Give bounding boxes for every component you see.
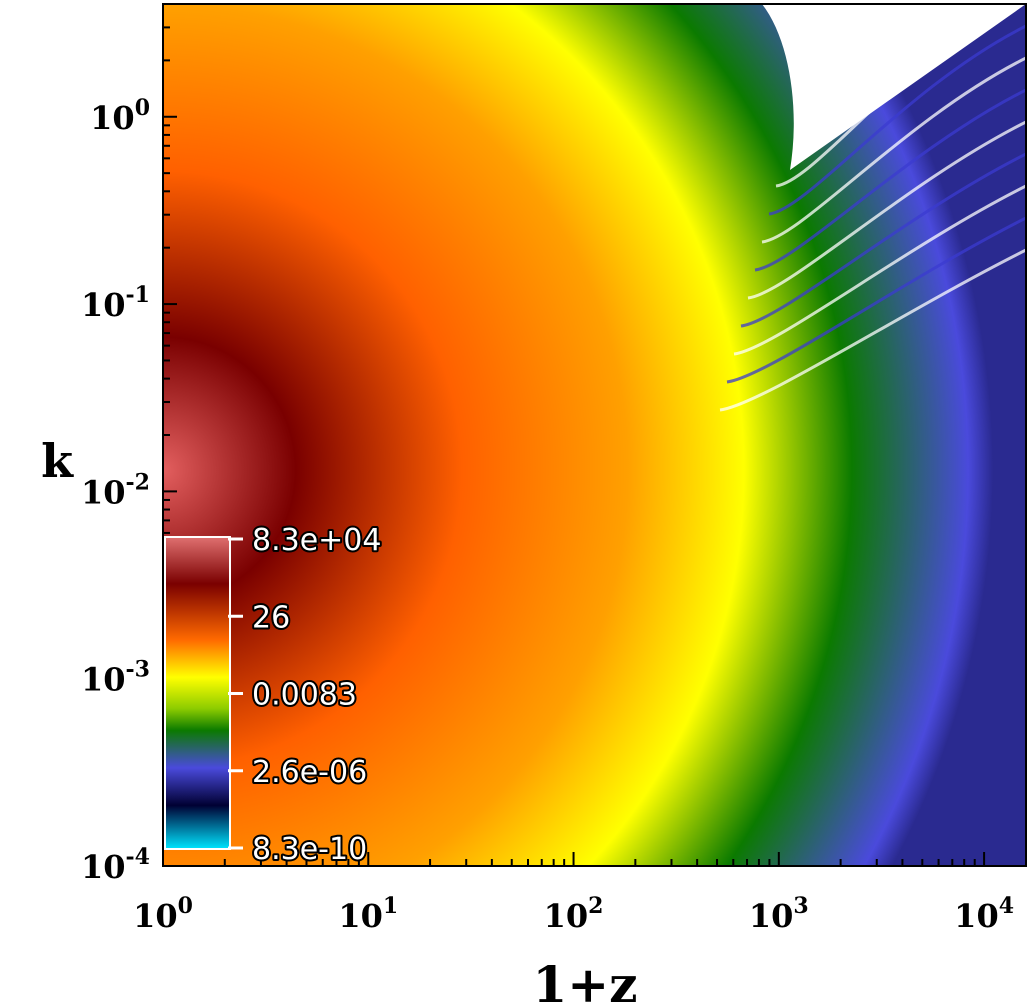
x-tick-label: 100 <box>133 893 193 935</box>
y-tick-label: 100 <box>90 95 150 137</box>
x-tick-label: 104 <box>954 893 1014 935</box>
oscillation-band <box>754 88 1026 272</box>
x-axis-title: 1+z <box>532 955 637 1006</box>
oscillation-band <box>747 120 1026 300</box>
colorbar-gradient <box>164 536 231 850</box>
y-tick-label: 10-2 <box>81 469 150 511</box>
oscillation-band <box>740 152 1026 328</box>
colorbar-tick-label: 26 <box>252 600 290 635</box>
colorbar-tick-label: 2.6e-06 <box>252 755 367 790</box>
y-axis-title: k <box>41 434 74 488</box>
y-tick-label: 10-3 <box>81 657 150 699</box>
high-k-void-region <box>762 4 1026 170</box>
oscillation-band <box>775 4 1011 188</box>
oscillation-band <box>719 248 1026 412</box>
colorbar: 8.3e+04 26 0.0083 2.6e-06 8.3e-10 <box>164 521 383 869</box>
x-tick-label: 101 <box>338 893 398 935</box>
colorbar-tick-label: 8.3e-10 <box>252 832 367 867</box>
oscillation-band <box>768 24 1026 216</box>
x-tick-label: 103 <box>749 893 809 935</box>
oscillation-band <box>733 184 1026 356</box>
acoustic-oscillation-bands <box>719 4 1026 412</box>
y-tick-label: 10-4 <box>81 844 150 886</box>
y-tick-label: 10-1 <box>81 282 150 324</box>
heatmap-background <box>163 4 1026 866</box>
heatmap-field <box>163 4 1026 866</box>
x-tick-label: 102 <box>544 893 604 935</box>
colorbar-labels: 8.3e+04 26 0.0083 2.6e-06 8.3e-10 <box>228 521 383 869</box>
colorbar-tick-label: 8.3e+04 <box>252 523 381 558</box>
oscillation-band <box>726 216 1026 384</box>
colorbar-tick-label: 0.0083 <box>252 678 357 713</box>
oscillation-band <box>761 56 1026 244</box>
x-axis: 100 101 102 103 104 <box>133 852 1014 935</box>
y-axis: 10-4 10-3 10-2 10-1 100 <box>81 3 177 886</box>
